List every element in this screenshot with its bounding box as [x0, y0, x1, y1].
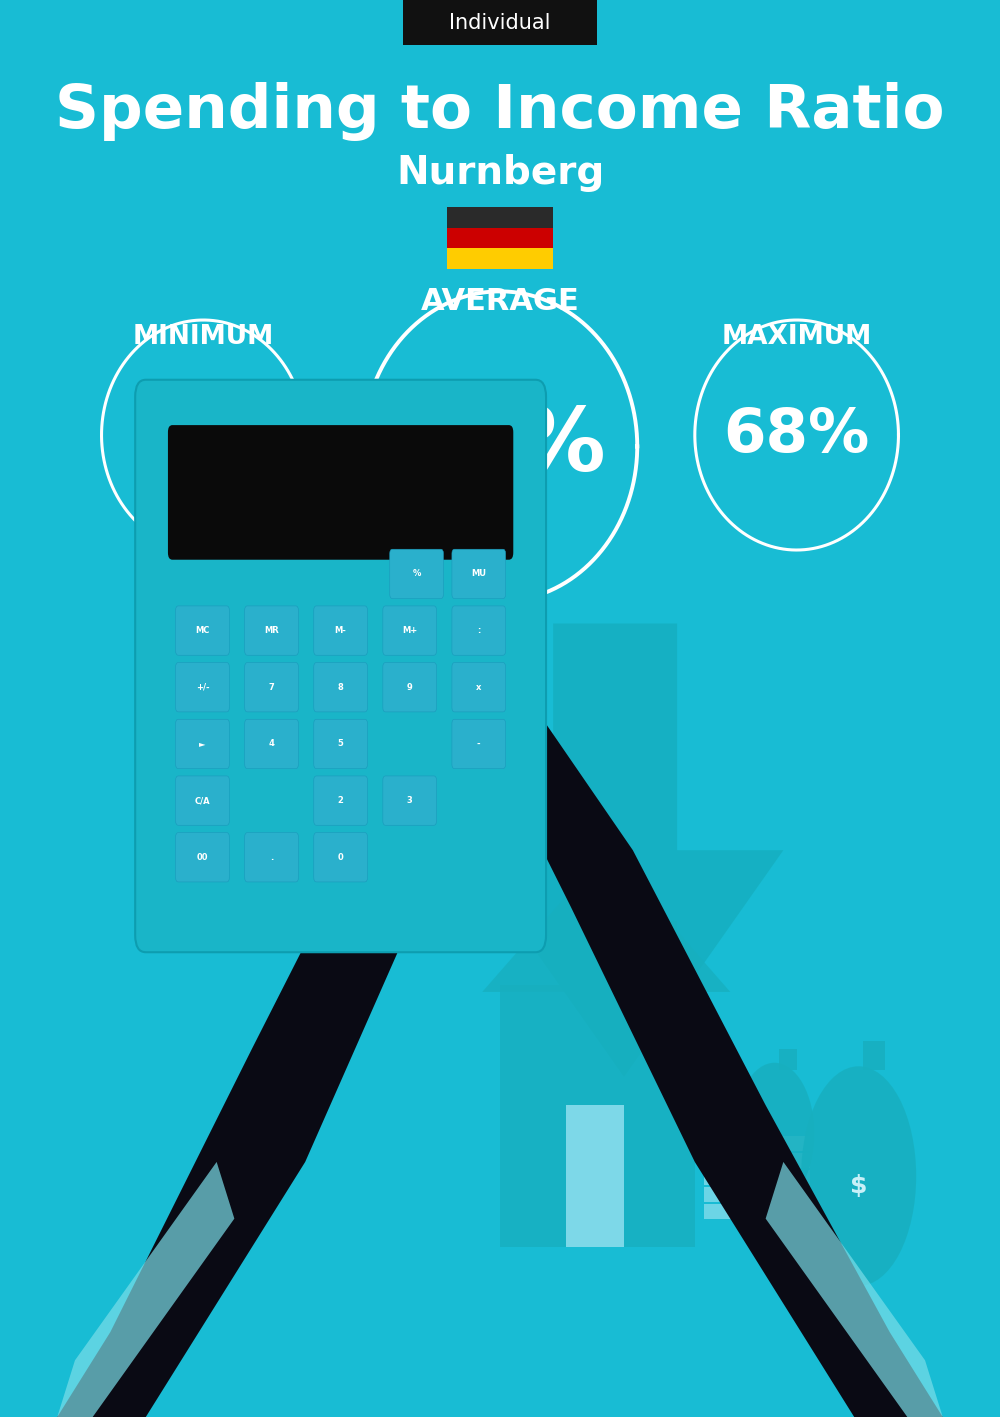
Text: Nurnberg: Nurnberg — [396, 154, 604, 191]
Text: $: $ — [769, 1134, 780, 1148]
FancyBboxPatch shape — [452, 720, 506, 768]
Bar — [500, 985, 695, 1247]
Polygon shape — [57, 1162, 234, 1417]
FancyBboxPatch shape — [245, 663, 298, 711]
FancyBboxPatch shape — [383, 777, 437, 825]
FancyBboxPatch shape — [390, 550, 443, 598]
Text: 2: 2 — [338, 796, 344, 805]
Bar — [704, 1187, 810, 1202]
Text: Spending to Income Ratio: Spending to Income Ratio — [55, 82, 945, 142]
FancyBboxPatch shape — [314, 606, 367, 655]
FancyBboxPatch shape — [245, 833, 298, 881]
Text: 61%: 61% — [394, 402, 606, 490]
Polygon shape — [465, 623, 783, 1077]
Text: :: : — [477, 626, 480, 635]
FancyBboxPatch shape — [168, 425, 513, 560]
Text: MAXIMUM: MAXIMUM — [722, 324, 872, 350]
Bar — [863, 1041, 885, 1070]
Text: 8: 8 — [338, 683, 343, 691]
Text: .: . — [270, 853, 273, 862]
Text: MU: MU — [471, 570, 486, 578]
FancyBboxPatch shape — [314, 777, 367, 825]
Bar — [779, 1049, 797, 1070]
Polygon shape — [482, 850, 730, 992]
Text: Individual: Individual — [449, 13, 551, 33]
Text: -: - — [477, 740, 481, 748]
Text: 68%: 68% — [723, 405, 870, 465]
Bar — [704, 1170, 810, 1185]
Text: 0: 0 — [338, 853, 343, 862]
Text: 5: 5 — [338, 740, 344, 748]
FancyBboxPatch shape — [314, 833, 367, 881]
FancyBboxPatch shape — [314, 720, 367, 768]
Bar — [704, 1153, 810, 1168]
FancyBboxPatch shape — [245, 720, 298, 768]
FancyBboxPatch shape — [452, 606, 506, 655]
Text: 7: 7 — [269, 683, 274, 691]
Text: AVERAGE: AVERAGE — [421, 288, 579, 316]
Ellipse shape — [735, 1063, 814, 1204]
Bar — [566, 1105, 624, 1247]
FancyBboxPatch shape — [383, 663, 437, 711]
Text: 4: 4 — [269, 740, 274, 748]
FancyBboxPatch shape — [403, 0, 597, 45]
Text: MC: MC — [195, 626, 210, 635]
Bar — [704, 1136, 810, 1151]
FancyBboxPatch shape — [176, 663, 229, 711]
Ellipse shape — [801, 1066, 916, 1287]
Bar — [447, 207, 553, 228]
Bar — [642, 921, 677, 1006]
Text: MINIMUM: MINIMUM — [133, 324, 274, 350]
FancyBboxPatch shape — [176, 777, 229, 825]
Text: M-: M- — [335, 626, 347, 635]
Bar — [447, 228, 553, 248]
FancyBboxPatch shape — [245, 606, 298, 655]
Polygon shape — [766, 1162, 943, 1417]
FancyBboxPatch shape — [176, 833, 229, 881]
Polygon shape — [57, 680, 500, 1417]
Text: $: $ — [850, 1175, 867, 1197]
FancyBboxPatch shape — [135, 380, 546, 952]
FancyBboxPatch shape — [383, 606, 437, 655]
Polygon shape — [252, 623, 447, 879]
Text: M+: M+ — [402, 626, 417, 635]
Bar — [447, 248, 553, 269]
Text: +/-: +/- — [196, 683, 209, 691]
FancyBboxPatch shape — [314, 663, 367, 711]
Text: MR: MR — [264, 626, 279, 635]
FancyBboxPatch shape — [176, 720, 229, 768]
FancyBboxPatch shape — [452, 550, 506, 598]
Text: 9: 9 — [407, 683, 413, 691]
Text: %: % — [412, 570, 421, 578]
Polygon shape — [500, 708, 943, 1417]
Text: ►: ► — [199, 740, 206, 748]
Text: 3: 3 — [407, 796, 413, 805]
Text: C/A: C/A — [195, 796, 210, 805]
FancyBboxPatch shape — [452, 663, 506, 711]
Bar — [704, 1204, 810, 1219]
Text: x: x — [476, 683, 481, 691]
Text: 00: 00 — [197, 853, 208, 862]
FancyBboxPatch shape — [176, 606, 229, 655]
Text: 54%: 54% — [130, 405, 277, 465]
